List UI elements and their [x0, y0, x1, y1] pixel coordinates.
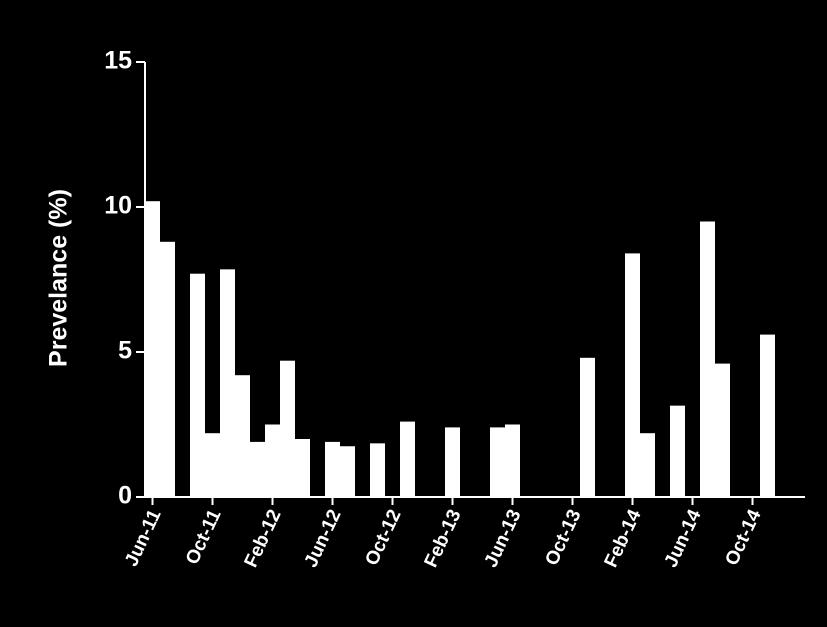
bar	[670, 405, 685, 497]
bar	[625, 253, 640, 497]
y-tick-label: 10	[104, 192, 132, 220]
bar	[295, 439, 310, 497]
bar	[235, 375, 250, 497]
y-tick-label: 5	[118, 337, 132, 365]
bar	[145, 201, 160, 497]
bar	[400, 421, 415, 497]
bar	[325, 441, 340, 497]
bar	[700, 221, 715, 497]
bar	[715, 363, 730, 497]
bar	[190, 273, 205, 497]
bar	[580, 357, 595, 497]
bar	[250, 441, 265, 497]
bar	[205, 433, 220, 497]
y-axis-label: Prevelance (%)	[45, 189, 73, 367]
bar	[340, 446, 355, 497]
bar	[280, 360, 295, 497]
bar	[505, 424, 520, 497]
bar	[265, 424, 280, 497]
bar	[640, 433, 655, 497]
y-tick-label: 15	[104, 47, 132, 75]
y-tick-label: 0	[118, 482, 132, 510]
bar	[490, 427, 505, 497]
bar	[760, 334, 775, 497]
bar	[370, 443, 385, 497]
bar	[445, 427, 460, 497]
bar	[160, 241, 175, 497]
bar	[220, 269, 235, 497]
